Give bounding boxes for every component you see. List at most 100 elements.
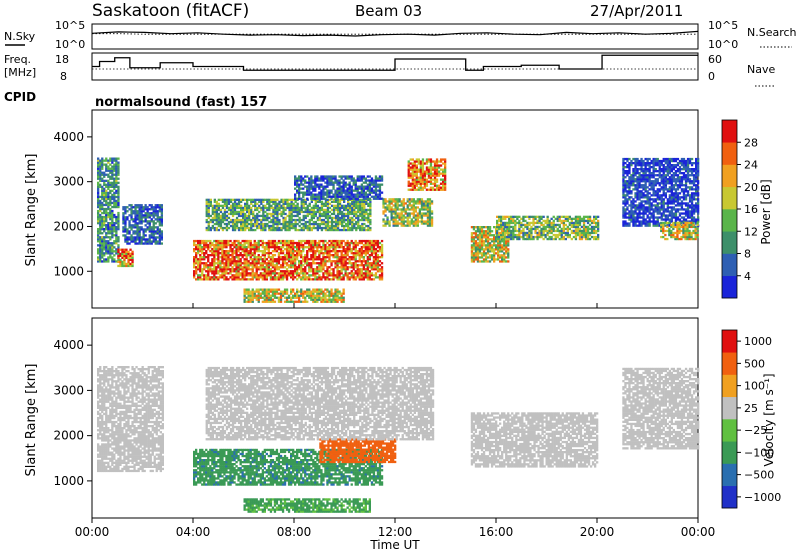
power-cell: [275, 250, 279, 253]
power-cell: [330, 228, 334, 232]
power-cell: [156, 228, 159, 231]
power-cell: [117, 163, 120, 166]
power-cell: [439, 158, 443, 161]
power-cell: [223, 278, 226, 281]
power-cell: [258, 226, 261, 230]
power-cell: [338, 202, 342, 205]
power-cell: [380, 270, 384, 273]
power-cell: [505, 244, 508, 247]
power-cell: [306, 187, 309, 190]
power-cell: [372, 183, 376, 186]
power-cell: [97, 252, 100, 255]
power-cell: [332, 246, 335, 249]
power-cell: [111, 161, 114, 164]
power-cell: [518, 231, 521, 235]
power-cell: [347, 222, 350, 226]
power-cell: [111, 193, 114, 197]
power-cell: [260, 222, 263, 226]
power-cell: [264, 224, 267, 228]
power-cell: [302, 256, 305, 259]
power-cell: [259, 292, 262, 295]
power-cell: [215, 268, 218, 271]
power-cell: [282, 220, 285, 224]
power-cell: [152, 232, 155, 235]
power-cell: [268, 228, 271, 232]
power-cell: [336, 266, 339, 269]
power-cell: [347, 220, 350, 224]
power-cell: [221, 276, 224, 279]
power-cell: [310, 250, 313, 253]
power-cell: [242, 218, 245, 222]
power-cell: [352, 179, 355, 182]
power-cell: [285, 241, 289, 245]
power-cell: [123, 258, 126, 261]
power-cell: [103, 173, 106, 176]
power-cell: [343, 206, 346, 210]
power-cell: [431, 166, 435, 169]
power-cell: [158, 218, 161, 221]
power-cell: [306, 189, 309, 192]
power-cell: [290, 208, 293, 212]
power-cell: [131, 264, 134, 268]
power-cell: [334, 250, 337, 253]
power-cell: [243, 248, 246, 251]
power-cell: [244, 220, 247, 224]
power-cell: [298, 241, 301, 245]
power-cell: [266, 218, 269, 222]
power-cell: [150, 236, 153, 239]
power-cell: [152, 228, 155, 231]
power-cell: [426, 200, 430, 203]
power-cell: [117, 187, 120, 190]
power-cell: [97, 205, 100, 209]
power-cell: [99, 246, 102, 249]
power-cell: [312, 300, 315, 303]
power-cell: [243, 258, 246, 261]
power-cell: [420, 204, 424, 207]
power-cell: [101, 222, 104, 225]
power-cell: [437, 172, 441, 175]
power-cell: [128, 214, 131, 217]
power-cell: [247, 292, 250, 295]
power-cell: [123, 252, 126, 255]
power-cell: [334, 292, 337, 295]
power-cell: [283, 288, 287, 291]
power-cell: [330, 191, 333, 194]
power-cell: [148, 230, 151, 233]
power-cell: [122, 230, 125, 233]
power-cell: [352, 252, 355, 255]
power-cell: [414, 220, 417, 223]
power-cell: [215, 266, 218, 269]
power-cell: [482, 240, 486, 243]
power-cell: [354, 264, 357, 267]
power-cell: [318, 179, 321, 182]
power-cell: [368, 264, 371, 267]
power-cell: [354, 258, 357, 261]
power-cell: [272, 222, 275, 226]
power-cell: [142, 242, 145, 245]
power-cell: [484, 234, 488, 237]
power-cell: [207, 256, 210, 259]
power-cell: [406, 198, 409, 201]
power-cell: [111, 177, 114, 180]
power-cell: [245, 264, 248, 267]
power-cell: [320, 298, 323, 301]
power-cell: [248, 222, 251, 226]
power-cell: [332, 274, 335, 277]
power-cell: [310, 197, 313, 200]
power-cell: [411, 170, 414, 173]
power-cell: [269, 274, 273, 277]
power-cell: [249, 262, 252, 265]
power-cell: [115, 220, 118, 223]
power-cell: [366, 241, 369, 245]
power-cell: [205, 226, 208, 230]
power-cell: [520, 221, 523, 225]
power-cell: [322, 276, 325, 279]
power-cell: [277, 258, 281, 261]
power-cell: [338, 228, 342, 232]
power-cell: [99, 240, 102, 243]
power-cell: [117, 173, 120, 176]
power-cell: [310, 292, 313, 295]
power-cell: [472, 236, 476, 239]
power-cell: [308, 228, 311, 232]
power-cell: [508, 231, 511, 235]
